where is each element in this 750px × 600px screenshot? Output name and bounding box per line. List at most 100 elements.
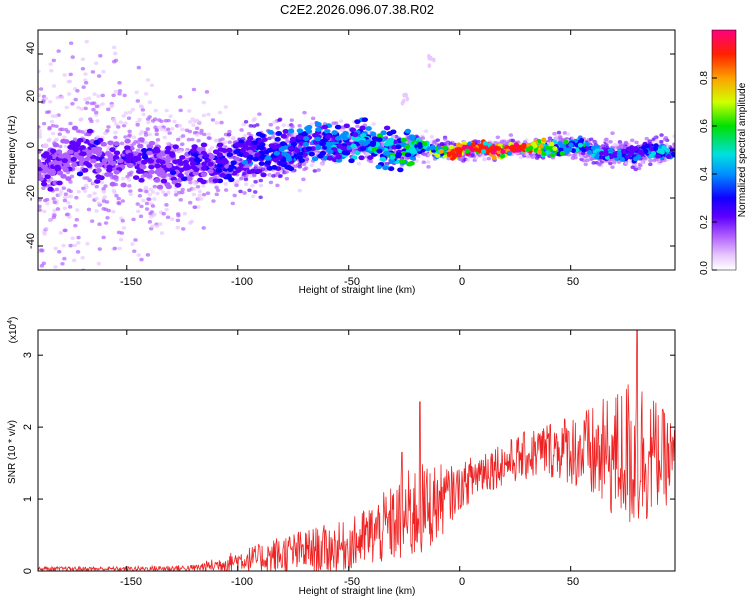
spectrogram-ridge-point: [336, 143, 343, 149]
spectrogram-point: [53, 246, 58, 251]
spectrogram-ridge-point: [146, 150, 153, 156]
spectrogram-ridge-point: [284, 152, 291, 158]
colorbar-ticks: [712, 77, 717, 271]
spectrogram-ridge-point: [148, 169, 155, 175]
spectrogram-point: [180, 134, 186, 138]
spectrogram-point: [152, 117, 158, 122]
spectrogram-point: [672, 134, 675, 138]
spectrogram-point: [591, 161, 596, 165]
spectrogram-point: [270, 135, 276, 139]
spectrogram-point: [211, 199, 216, 203]
spectrogram-point: [73, 223, 78, 228]
spectrogram-ridge-point: [261, 137, 268, 143]
spectrogram-ridge-point: [237, 166, 244, 171]
spectrogram-ridge-point: [376, 148, 383, 154]
spectrogram-point: [636, 166, 642, 171]
spectrogram-ridge-point: [655, 153, 662, 159]
spectrogram-point: [604, 137, 609, 142]
spectrogram-ridge-point: [659, 149, 665, 155]
spectrogram-ridge-point: [207, 161, 214, 167]
spectrogram-point: [584, 158, 590, 163]
spectrogram-ridge-point: [91, 149, 99, 155]
spectrogram-ridge-point: [311, 156, 319, 162]
spectrogram-y-tick-label: 0: [25, 142, 37, 148]
spectrogram-ridge-point: [135, 169, 143, 175]
spectrogram-ridge-point: [506, 150, 512, 156]
spectrogram-point: [76, 105, 81, 110]
spectrogram-point: [135, 123, 140, 127]
spectrogram-point: [234, 183, 239, 188]
spectrogram-ridge-point: [491, 155, 497, 161]
spectrogram-point: [271, 174, 276, 178]
spectrogram-point: [206, 132, 212, 137]
colorbar-tick-label: 0.4: [699, 167, 710, 181]
snr-series-line: [38, 330, 675, 571]
spectrogram-ridge-point: [599, 151, 605, 156]
spectrogram-ridge-point: [216, 152, 223, 157]
spectrogram-point: [96, 261, 102, 266]
spectrogram-point: [68, 243, 73, 248]
spectrogram-point: [144, 207, 150, 211]
spectrogram-point: [153, 125, 158, 130]
spectrogram-ridge-point: [671, 152, 675, 158]
spectrogram-y-tick-label: 40: [25, 42, 37, 54]
spectrogram-ridge-point: [376, 137, 383, 142]
spectrogram-point: [610, 165, 615, 169]
spectrogram-ridge-point: [189, 161, 197, 166]
spectrogram-ridge-point: [577, 142, 584, 148]
spectrogram-point: [161, 190, 166, 194]
spectrogram-point: [62, 135, 67, 140]
spectrogram-point: [589, 137, 594, 142]
spectrogram-point: [223, 132, 229, 137]
spectrogram-point: [644, 136, 649, 141]
spectrogram-point: [250, 183, 255, 188]
spectrogram-point: [338, 119, 344, 123]
spectrogram-ridge-point: [190, 148, 197, 153]
spectrogram-point: [63, 144, 68, 149]
spectrogram-ridge-point: [335, 136, 342, 141]
spectrogram-point: [239, 128, 244, 132]
spectrogram-ridge-point: [343, 123, 350, 129]
spectrogram-point: [293, 164, 299, 169]
spectrogram-point: [38, 125, 41, 129]
spectrogram-point: [68, 121, 73, 126]
spectrogram-ridge-point: [258, 161, 265, 167]
spectrogram-ridge-point: [208, 154, 215, 160]
spectrogram-ridge-point: [93, 140, 100, 145]
spectrogram-point: [86, 96, 92, 101]
spectrogram-point: [425, 160, 431, 164]
spectrogram-y-tick-label: -20: [25, 185, 37, 201]
spectrogram-point: [55, 207, 61, 211]
spectrogram-ridge-point: [132, 175, 140, 181]
spectrogram-point: [154, 128, 159, 133]
spectrogram-ridge-point: [164, 158, 171, 164]
spectrogram-point: [355, 124, 360, 129]
spectrogram-point: [92, 101, 97, 105]
spectrogram-ridge-point: [156, 153, 163, 159]
spectrogram-point: [525, 155, 531, 159]
spectrogram-ridge-point: [285, 156, 293, 162]
spectrogram-point: [196, 205, 201, 209]
spectrogram-point: [111, 93, 116, 98]
spectrogram-point: [565, 132, 571, 136]
spectrogram-point: [154, 224, 160, 229]
spectrogram-point: [52, 208, 57, 213]
spectrogram-point: [166, 118, 171, 123]
spectrogram-ridge-point: [302, 136, 310, 141]
spectrogram-point: [116, 125, 121, 129]
spectrogram-point: [83, 72, 88, 76]
snr-scale-label: (x104): [7, 317, 19, 344]
spectrogram-ridge-point: [177, 173, 184, 178]
spectrogram-ridge-point: [42, 143, 49, 149]
spectrogram-point: [184, 171, 189, 176]
spectrogram-point: [618, 142, 623, 146]
spectrogram-point: [153, 108, 159, 113]
spectrogram-ridge-point: [495, 146, 502, 151]
spectrogram-x-tick-label: 50: [567, 276, 579, 288]
spectrogram-point: [64, 105, 69, 110]
spectrogram-point: [201, 226, 206, 230]
spectrogram-point: [178, 149, 183, 154]
spectrogram-point: [659, 133, 664, 137]
spectrogram-point: [238, 189, 243, 194]
spectrogram-point: [448, 141, 453, 146]
